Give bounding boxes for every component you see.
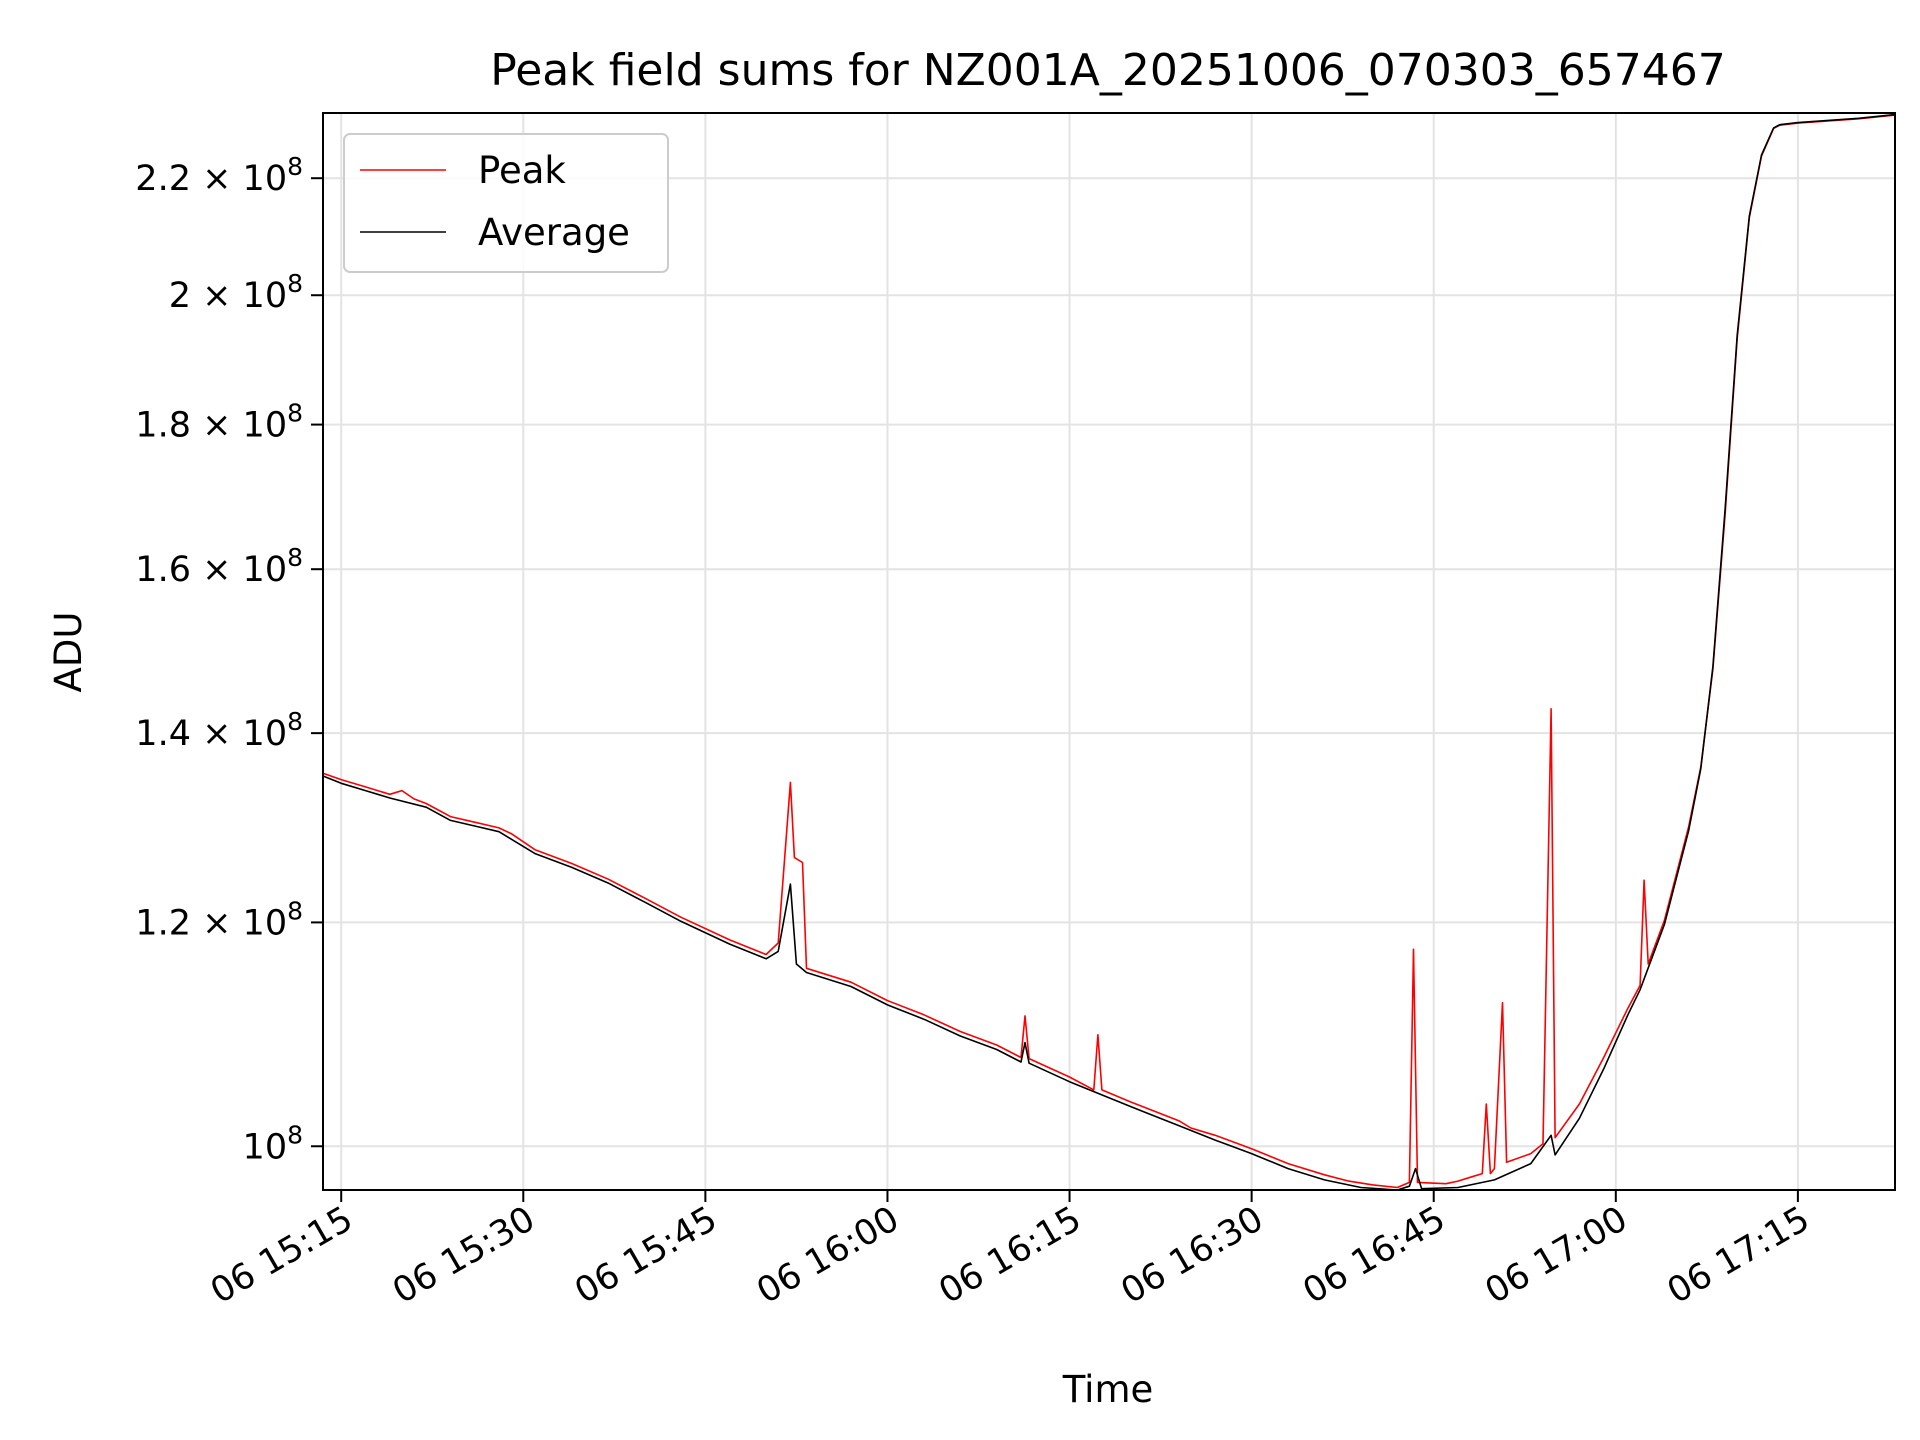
y-tick-mantissa: 1.8 — [135, 406, 191, 446]
y-tick-base: 10 — [243, 406, 288, 446]
y-tick-label: 1.8 × 108 — [135, 399, 303, 446]
y-tick-mantissa: 1.2 — [135, 903, 191, 943]
y-tick-base: 10 — [243, 1127, 288, 1167]
y-tick-base: 10 — [243, 903, 288, 943]
y-tick-exponent: 8 — [287, 269, 303, 298]
y-tick-exponent: 8 — [287, 707, 303, 736]
y-tick-mantissa: 2.2 — [135, 159, 191, 199]
y-tick-label: 1.6 × 108 — [135, 543, 303, 590]
legend-box — [343, 133, 669, 273]
y-tick-exponent: 8 — [287, 399, 303, 428]
y-tick-base: 10 — [243, 276, 288, 316]
legend: Peak Average — [343, 133, 669, 273]
y-axis-label: ADU — [47, 612, 90, 693]
series-lines — [322, 113, 1896, 1191]
series-line-average — [322, 113, 1896, 1191]
plot-frame — [322, 112, 1896, 1191]
y-tick-label: 1.4 × 108 — [135, 707, 303, 754]
y-tick-exponent: 8 — [287, 896, 303, 925]
series-line-peak — [322, 114, 1896, 1189]
y-tick-base: 10 — [243, 159, 288, 199]
legend-label-average: Average — [478, 211, 630, 254]
y-tick-base: 10 — [243, 714, 288, 754]
y-tick-base: 10 — [243, 550, 288, 590]
y-tick-mantissa: 2 — [169, 276, 191, 316]
y-tick-exponent: 8 — [287, 152, 303, 181]
x-axis-label: Time — [1062, 1368, 1154, 1411]
y-tick-mantissa: 1.6 — [135, 550, 191, 590]
y-tick-exponent: 8 — [287, 543, 303, 572]
y-tick-label: 2 × 108 — [169, 269, 303, 316]
y-tick-label: 2.2 × 108 — [135, 152, 303, 199]
y-tick-mantissa: 1.4 — [135, 714, 191, 754]
chart-title: Peak field sums for NZ001A_20251006_0703… — [490, 45, 1725, 96]
y-tick-label: 1.2 × 108 — [135, 896, 303, 943]
y-tick-exponent: 8 — [287, 1120, 303, 1149]
legend-label-peak: Peak — [478, 149, 566, 192]
y-tick-label: 108 — [243, 1120, 303, 1167]
grid — [323, 113, 1895, 1190]
